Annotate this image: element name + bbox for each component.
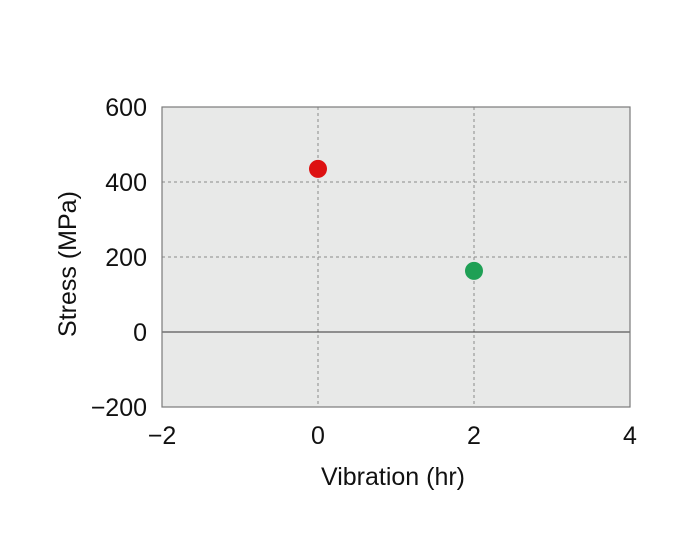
- x-axis-label: Vibration (hr): [321, 463, 465, 491]
- plot-frame: [161, 106, 631, 408]
- data-point: [465, 261, 483, 280]
- data-points: [309, 159, 483, 280]
- grid-lines: [162, 107, 630, 407]
- x-tick-label: 0: [311, 422, 325, 450]
- y-tick-label: 400: [105, 169, 147, 197]
- y-tick-labels: −200 0 200 400 600: [91, 94, 147, 422]
- y-tick-label: −200: [91, 394, 147, 422]
- x-tick-label: 2: [467, 422, 481, 450]
- x-tick-label: 4: [623, 422, 637, 450]
- x-tick-labels: −2 0 2 4: [148, 422, 637, 450]
- x-tick-label: −2: [148, 422, 177, 450]
- y-tick-label: 0: [133, 319, 147, 347]
- y-tick-label: 200: [105, 244, 147, 272]
- y-tick-label: 600: [105, 94, 147, 122]
- data-point: [309, 159, 327, 178]
- y-axis-label: Stress (MPa): [54, 191, 82, 337]
